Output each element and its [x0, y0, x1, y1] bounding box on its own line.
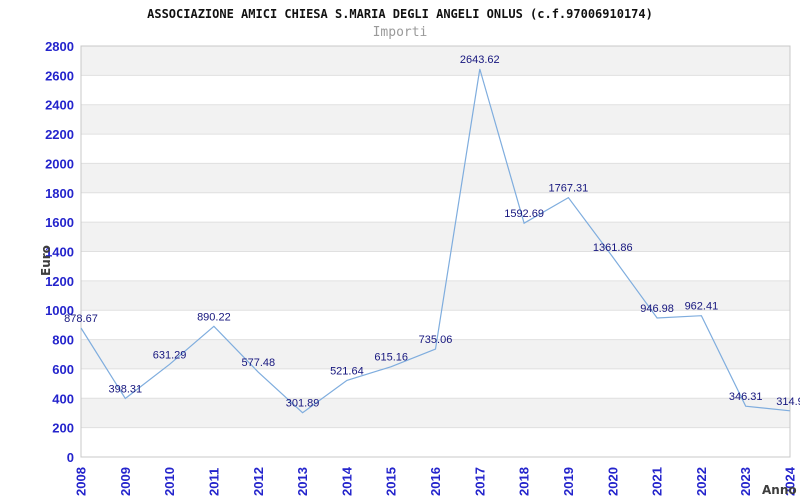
x-tick-label: 2018 [517, 467, 532, 496]
x-tick-label: 2009 [118, 467, 133, 496]
band [81, 398, 790, 428]
x-tick-label: 2021 [650, 467, 665, 496]
data-point-labels: 878.67 398.31 631.29 890.22 577.48 301.89 521.… [64, 54, 800, 410]
y-tick-label: 1000 [45, 303, 74, 318]
data-point-label: 631.29 [153, 349, 187, 361]
x-tick-label: 2019 [561, 467, 576, 496]
data-point-label: 615.16 [374, 352, 408, 364]
band [81, 46, 790, 76]
x-tick-label: 2014 [339, 466, 354, 496]
x-tick-label: 2010 [162, 467, 177, 496]
data-point-label: 346.31 [729, 391, 763, 403]
x-tick-label: 2008 [74, 467, 89, 496]
x-tick-label: 2024 [783, 466, 798, 496]
x-tick-label: 2012 [251, 467, 266, 496]
x-tick-label: 2022 [694, 467, 709, 496]
plot-border [80, 45, 791, 458]
data-point-label: 962.41 [685, 301, 719, 313]
y-axis-tick-labels: 0 200 400 600 800 1000 1200 1400 1600 1800 2000 220… [45, 39, 74, 465]
y-tick-label: 1600 [45, 215, 74, 230]
y-tick-label: 1400 [45, 245, 74, 260]
y-tick-label: 0 [67, 450, 74, 465]
y-tick-label: 600 [52, 362, 74, 377]
x-tick-label: 2020 [605, 467, 620, 496]
data-point-label: 2643.62 [460, 54, 500, 66]
y-tick-label: 800 [52, 333, 74, 348]
data-point-label: 1767.31 [549, 183, 589, 195]
y-tick-label: 2200 [45, 127, 74, 142]
band [81, 104, 790, 135]
data-point-label: 1592.69 [504, 208, 544, 220]
x-tick-label: 2023 [738, 467, 753, 496]
chart-subtitle: Importi [372, 25, 428, 40]
data-point-label: 398.31 [108, 384, 142, 396]
chart-title: ASSOCIAZIONE AMICI CHIESA S.MARIA DEGLI … [147, 7, 653, 21]
y-tick-label: 2400 [45, 98, 74, 113]
y-tick-label: 1200 [45, 274, 74, 289]
data-point-label: 878.67 [64, 313, 98, 325]
x-tick-label: 2013 [295, 467, 310, 496]
y-tick-label: 2000 [45, 156, 74, 171]
x-tick-label: 2016 [428, 467, 443, 496]
data-point-label: 301.89 [286, 398, 320, 410]
data-point-label: 577.48 [241, 357, 275, 369]
y-tick-label: 2600 [45, 68, 74, 83]
data-point-label: 314.9 [776, 396, 800, 408]
data-point-label: 946.98 [640, 303, 674, 315]
y-axis-title: Euro [39, 245, 53, 276]
y-tick-label: 400 [52, 391, 74, 406]
x-tick-label: 2015 [384, 467, 399, 496]
data-point-label: 1361.86 [593, 242, 633, 254]
x-axis-tick-labels: 2008 2009 2010 2011 2012 2013 2014 2015 2016 2017… [74, 466, 798, 496]
data-point-label: 735.06 [419, 334, 453, 346]
x-tick-label: 2011 [206, 468, 221, 496]
plot-bands [81, 46, 790, 428]
band [81, 222, 790, 252]
band [81, 163, 790, 193]
band [81, 339, 790, 369]
band [81, 280, 790, 311]
y-tick-label: 2800 [45, 39, 74, 54]
data-point-label: 521.64 [330, 365, 364, 377]
x-tick-label: 2017 [472, 467, 487, 496]
x-axis-title: Anno [762, 483, 797, 497]
y-tick-label: 1800 [45, 186, 74, 201]
y-tick-label: 200 [52, 421, 74, 436]
data-point-label: 890.22 [197, 311, 231, 323]
data-series-line [80, 68, 791, 414]
